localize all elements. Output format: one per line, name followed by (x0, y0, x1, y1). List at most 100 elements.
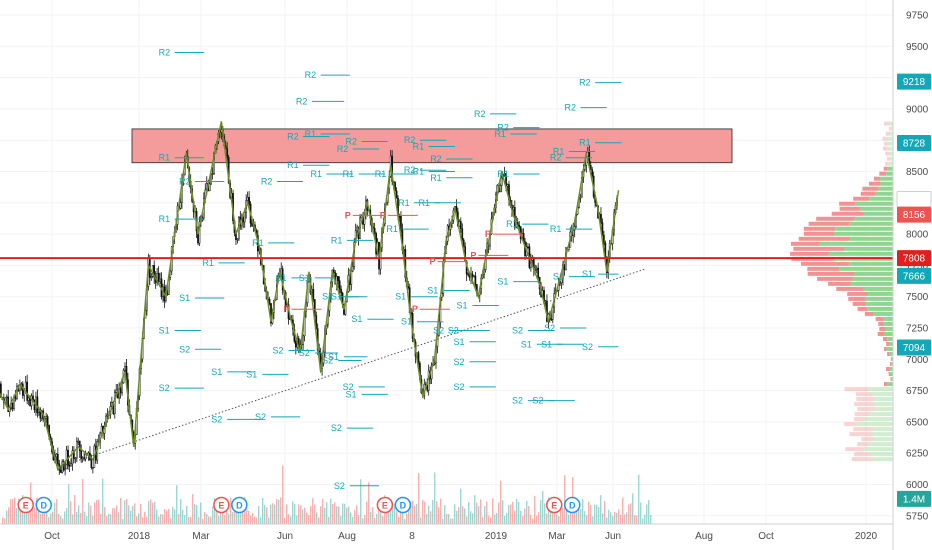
volume-bar (290, 516, 292, 524)
price-badge (897, 250, 931, 267)
volume-profile-bar-up (883, 321, 893, 326)
volume-profile-bar-down (875, 316, 884, 321)
volume-bar (406, 513, 408, 524)
candle-body (7, 396, 10, 412)
volume-bar (230, 498, 232, 524)
volume-bar (54, 502, 56, 524)
pivot-label: R1 (494, 129, 506, 139)
price-tick-label: 9000 (906, 104, 929, 115)
candle-body (591, 169, 594, 177)
volume-bar (610, 512, 612, 524)
candle-body (208, 183, 211, 192)
zigzag-line (0, 121, 620, 472)
volume-bar (94, 502, 96, 524)
volume-bar (32, 504, 34, 524)
volume-profile-bar-down (839, 201, 856, 206)
volume-bar (502, 500, 504, 524)
volume-profile-bar-down (885, 151, 890, 156)
pivot-label: R2 (305, 70, 317, 80)
earnings-event-icon (376, 496, 394, 514)
volume-profile-bar-down (854, 402, 873, 407)
volume-bar (472, 513, 474, 524)
price-tick-label: 7750 (906, 261, 929, 272)
price-badge (897, 73, 931, 90)
candle-body (56, 453, 59, 465)
volume-bar (442, 518, 444, 524)
volume-bar (314, 504, 316, 524)
volume-profile-bar-down (884, 382, 888, 387)
pivot-label: S1 (401, 317, 412, 327)
volume-bar (292, 501, 294, 524)
dividend-event-icon (231, 496, 248, 514)
time-tick-label: Mar (548, 531, 566, 542)
volume-bar (542, 490, 544, 524)
volume-bar (612, 516, 614, 524)
volume-profile-bar-up (886, 346, 893, 351)
volume-bar (240, 502, 242, 524)
volume-bar (600, 495, 602, 524)
candle-body (302, 335, 304, 345)
volume-bar (320, 506, 322, 524)
pivot-label: S2 (433, 326, 444, 336)
candle-body (527, 246, 529, 249)
volume-bar (112, 508, 114, 524)
volume-profile-bar-down (803, 231, 835, 236)
volume-profile-bar-up (891, 126, 893, 131)
candle-body (579, 196, 582, 199)
volume-profile-bar-down (807, 266, 840, 271)
zone-layer (131, 128, 733, 164)
volume-bar (578, 506, 580, 524)
volume-bar (590, 504, 592, 524)
pivot-label: R1 (413, 141, 425, 151)
volume-bar (466, 516, 468, 524)
volume-bar (204, 511, 206, 524)
pivot-label: R2 (296, 96, 308, 106)
pivot-label: S2 (255, 412, 266, 422)
candle-body (80, 450, 83, 460)
volume-bar (246, 509, 248, 524)
volume-bar (206, 514, 208, 524)
candle-body (503, 173, 506, 175)
pivot-label: R1 (331, 235, 343, 245)
volume-bar (126, 498, 128, 524)
volume-profile-bar-up (875, 191, 893, 196)
pivot-label: R1 (553, 146, 565, 156)
volume-bar (50, 513, 52, 524)
volume-profile-bar-up (888, 161, 893, 166)
volume-bar (232, 512, 234, 524)
volume-profile-bar-down (854, 452, 870, 457)
volume-bar (496, 512, 498, 524)
candle-body (36, 396, 39, 414)
volume-bar (188, 516, 190, 524)
pivot-label: S1 (395, 292, 406, 302)
pivot-label: S1 (521, 339, 532, 349)
time-axis[interactable]: Oct 2018 Mar Jun Aug 8 2019 Mar Jun Aug Oct 2020 (44, 531, 877, 542)
volume-profile-bar-down (857, 407, 876, 412)
candle-body (100, 425, 103, 434)
volume-bar (614, 511, 616, 524)
earnings-event-icon (545, 496, 563, 514)
volume-bar (430, 511, 432, 524)
pivot-label: S2 (448, 326, 459, 336)
pivot-label: R1 (506, 219, 518, 229)
volume-bar (304, 507, 306, 524)
volume-profile-bar-down (877, 331, 885, 336)
pivot-label: S1 (331, 292, 342, 302)
volume-bar (422, 499, 424, 524)
volume-bar (256, 517, 258, 524)
volume-profile-bar-up (844, 246, 893, 251)
ascending-trendline (59, 268, 645, 468)
pivot-label: R2 (179, 177, 191, 187)
volume-bar (352, 516, 354, 524)
volume-profile-bar-down (860, 191, 876, 196)
candle-body (499, 185, 502, 193)
dividend-event-label: D (400, 501, 407, 511)
volume-bar (556, 514, 558, 524)
pivot-label: S2 (331, 423, 342, 433)
volume-profile-bar-down (855, 392, 873, 397)
time-tick-label: Jun (605, 531, 621, 542)
volume-bar (482, 517, 484, 524)
volume-bar (212, 506, 214, 524)
